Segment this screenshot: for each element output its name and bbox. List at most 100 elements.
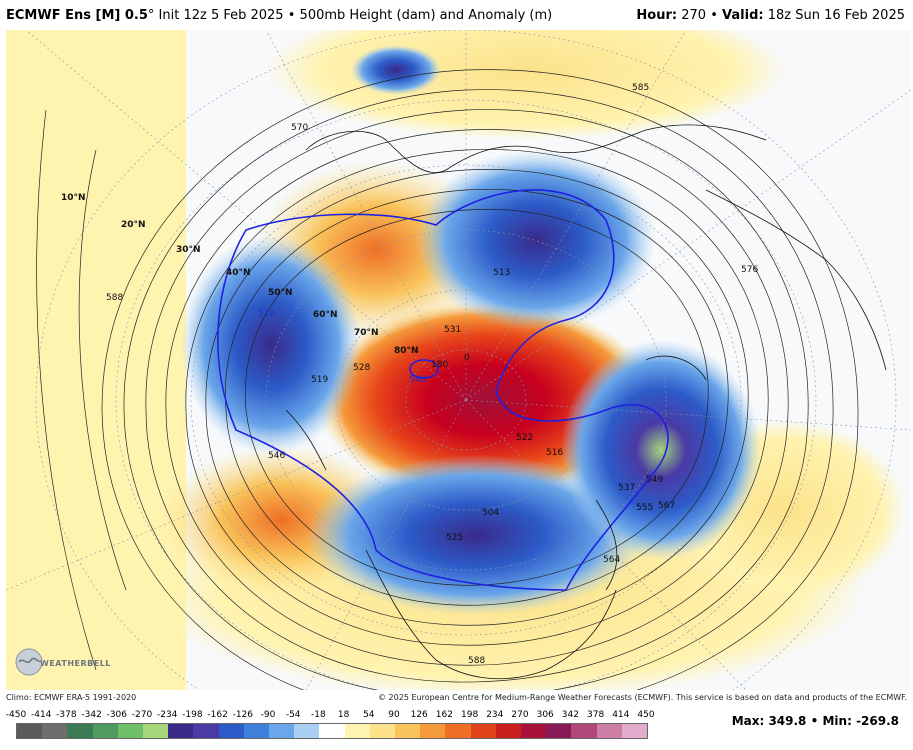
contour-label-549: 549 (646, 475, 663, 485)
contour-label-588-south: 588 (468, 656, 485, 666)
blue-anomaly-north-small (351, 45, 441, 95)
lat-label-60: 60°N (313, 310, 338, 320)
colorbar-swatch (92, 724, 118, 738)
colorbar-tick-label: -162 (207, 710, 228, 720)
lat-label-50: 50°N (268, 288, 293, 298)
colorbar-tick-label: -90 (260, 710, 276, 720)
logo-text: WEATHERBELL (40, 659, 111, 668)
colorbar-swatch (571, 724, 597, 738)
title-bullet-2: • (710, 8, 718, 23)
colorbar-swatch (369, 724, 396, 738)
colorbar (16, 723, 648, 739)
colorbar-swatch (495, 724, 522, 738)
colorbar-swatch (17, 724, 43, 738)
weatherbell-logo: WEATHERBELL (14, 645, 110, 681)
colorbar-swatch (294, 724, 320, 738)
blue-anomaly-north-america (306, 455, 646, 615)
colorbar-tick-label: 54 (363, 710, 375, 720)
colorbar-swatch (168, 724, 194, 738)
climo-source: Climo: ECMWF ERA-5 1991-2020 (6, 693, 137, 702)
colorbar-swatch (193, 724, 219, 738)
colorbar-swatch (218, 724, 244, 738)
contour-label-588-west: 588 (106, 293, 123, 303)
colorbar-tick-label: 342 (561, 710, 579, 720)
product-name: 500mb Height (dam) and Anomaly (m) (299, 8, 553, 23)
contour-label-564: 564 (603, 555, 620, 565)
colorbar-tick-label: -234 (156, 710, 178, 720)
colorbar-tick-label: 306 (536, 710, 554, 720)
yellow-area-north (266, 30, 786, 140)
min-value: -269.8 (856, 714, 899, 728)
copyright-notice: © 2025 European Centre for Medium-Range … (378, 693, 907, 702)
contour-label-567: 567 (658, 501, 675, 511)
blue-anomaly-atlantic (561, 340, 761, 560)
colorbar-tick-label: -198 (182, 710, 203, 720)
contour-label-546: 546 (268, 451, 285, 461)
colorbar-swatch (67, 724, 93, 738)
blue-anomaly-asia-west (181, 235, 361, 455)
stats-separator: • (810, 714, 819, 728)
contour-label-513: 513 (493, 268, 510, 278)
colorbar-tick-label: 378 (587, 710, 605, 720)
colorbar-swatch (395, 724, 421, 738)
contour-label-531: 531 (444, 325, 461, 335)
blue-anomaly-europe (416, 150, 656, 330)
lat-label-70: 70°N (354, 328, 379, 338)
lat-label-80: 80°N (394, 346, 419, 356)
colorbar-swatch (621, 724, 648, 738)
colorbar-tick-label: -306 (106, 710, 128, 720)
contour-label-540: 540 (409, 375, 426, 385)
contour-label-180: 180 (431, 360, 448, 370)
chart-title: ECMWF Ens [M] 0.5° Init 12z 5 Feb 2025 •… (6, 8, 552, 23)
colorbar-tick-label: -450 (5, 710, 27, 720)
contour-labels: 588 570 546 528 519 510 531 540 180 0 52… (106, 83, 758, 666)
init-time: Init 12z 5 Feb 2025 (158, 8, 284, 23)
contour-label-570: 570 (291, 123, 308, 133)
colorbar-tick-label: 198 (461, 710, 479, 720)
colorbar-swatch (546, 724, 572, 738)
footer-credits: Climo: ECMWF ERA-5 1991-2020 © 2025 Euro… (6, 692, 911, 706)
colorbar-swatch (143, 724, 169, 738)
colorbar-swatch (420, 724, 446, 738)
colorbar-tick-label: 450 (637, 710, 655, 720)
colorbar-tick-label: 270 (511, 710, 529, 720)
latitude-labels: 10°N 20°N 30°N 40°N 50°N 60°N 70°N 80°N (61, 193, 419, 356)
min-label: Min: (822, 714, 852, 728)
colorbar-swatch (243, 724, 270, 738)
contour-label-555: 555 (636, 503, 653, 513)
colorbar-swatch (344, 724, 370, 738)
lat-label-40: 40°N (226, 268, 251, 278)
valid-value: 18z Sun 16 Feb 2025 (767, 8, 905, 23)
colorbar-tick-labels: -450 -414 -378 -342 -306 -270 -234 -198 -162 -126… (6, 710, 656, 722)
contour-label-576: 576 (741, 265, 758, 275)
colorbar-swatch (445, 724, 471, 738)
valid-label: Valid: (722, 8, 764, 23)
colorbar-swatch (269, 724, 295, 738)
header: ECMWF Ens [M] 0.5° Init 12z 5 Feb 2025 •… (0, 0, 913, 30)
colorbar-tick-label: 126 (410, 710, 428, 720)
colorbar-tick-label: -18 (311, 710, 326, 720)
colorbar-tick-label: -414 (30, 710, 52, 720)
colorbar-tick-label: -54 (285, 710, 301, 720)
contour-label-504: 504 (482, 508, 499, 518)
colorbar-tick-label: 162 (435, 710, 453, 720)
lat-label-30: 30°N (176, 245, 201, 255)
contour-label-522: 522 (516, 433, 533, 443)
degree-symbol: ° (147, 8, 155, 23)
colorbar-swatch (42, 724, 68, 738)
colorbar-tick-label: -126 (232, 710, 254, 720)
coastlines (285, 124, 887, 680)
colorbar-tick-label: 234 (486, 710, 504, 720)
contour-label-519: 519 (311, 375, 328, 385)
colorbar-swatch (319, 724, 345, 738)
highlight-contours (217, 189, 669, 591)
colorbar-swatch (596, 724, 622, 738)
colorbar-swatch (470, 724, 496, 738)
contour-label-585: 585 (632, 83, 649, 93)
model-name: ECMWF Ens [M] 0.5 (6, 8, 148, 23)
title-bullet: • (287, 8, 296, 23)
contour-label-0: 0 (464, 353, 470, 363)
contour-label-516: 516 (546, 448, 563, 458)
max-min-stats: Max: 349.8 • Min: -269.8 (732, 714, 899, 728)
forecast-time: Hour: 270 • Valid: 18z Sun 16 Feb 2025 (636, 8, 905, 23)
